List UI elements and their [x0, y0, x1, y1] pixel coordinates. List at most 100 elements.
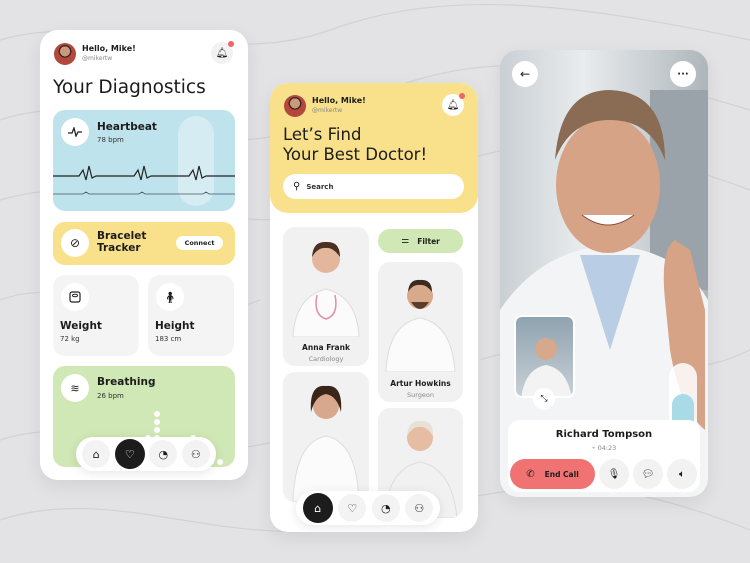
breathing-label: Breathing — [97, 376, 156, 388]
search-input[interactable]: ⚲ Search — [283, 174, 464, 199]
back-button[interactable]: ← — [512, 61, 538, 87]
breathing-dot — [154, 411, 160, 417]
greeting: Hello, Mike! — [82, 44, 136, 53]
page-title: Your Diagnostics — [53, 77, 206, 98]
user-icon: ⚇ — [190, 447, 201, 461]
bracelet-icon: ⊘ — [61, 229, 89, 257]
self-view-pip[interactable] — [514, 315, 575, 398]
pulse-icon — [61, 118, 89, 146]
doctor-specialty: Cardiology — [308, 355, 344, 363]
doctor-name: Anna Frank — [302, 343, 350, 352]
call-panel: Richard Tompson • 04:23 ✆ End Call 🎙︎ 💬︎… — [508, 420, 700, 492]
chat-icon: 💬︎ — [641, 468, 655, 480]
heartbeat-slider[interactable] — [178, 116, 214, 206]
title-line2: Your Best Doctor! — [283, 145, 428, 164]
nav-stats[interactable]: ◔ — [371, 494, 400, 522]
mic-off-icon: 🎙︎ — [607, 468, 621, 480]
title-line1: Let’s Find — [283, 125, 362, 144]
diagnostics-screen: Hello, Mike! @mikertw 🔔︎ Your Diagnostic… — [40, 30, 248, 480]
breathing-dot — [154, 427, 160, 433]
height-icon: 🧍︎ — [156, 283, 184, 311]
bottom-nav: ⌂ ♡ ◔ ⚇ — [76, 437, 216, 471]
doctor-name: Artur Howkins — [390, 379, 451, 388]
notifications-button[interactable]: 🔔︎ — [211, 41, 234, 64]
height-card[interactable]: 🧍︎ Height 183 cm — [148, 275, 234, 356]
chat-button[interactable]: 💬︎ — [633, 459, 663, 489]
doctor-photo — [292, 241, 360, 337]
heart-icon: ♡ — [347, 501, 358, 515]
height-value: 183 cm — [155, 335, 182, 343]
filter-icon: ⚌ — [401, 236, 410, 246]
bracelet-line2: Tracker — [97, 242, 141, 254]
filter-label: Filter — [417, 236, 440, 246]
username: @mikertw — [312, 107, 343, 114]
nav-heart[interactable]: ♡ — [338, 494, 367, 522]
home-icon: ⌂ — [92, 447, 100, 461]
filter-button[interactable]: ⚌ Filter — [378, 229, 463, 253]
end-call-label: End Call — [544, 469, 579, 479]
call-duration: • 04:23 — [591, 444, 617, 452]
doctor-card[interactable]: Anna Frank Cardiology — [283, 227, 369, 366]
mute-button[interactable]: 🎙︎ — [599, 459, 629, 489]
weight-label: Weight — [60, 320, 102, 332]
self-view-photo — [521, 338, 572, 396]
doctor-specialty: Surgeon — [406, 391, 435, 399]
bracelet-card[interactable]: ⊘ Bracelet Tracker Connect — [53, 222, 235, 265]
connect-button[interactable]: Connect — [176, 236, 223, 250]
duration-text: 04:23 — [597, 444, 617, 452]
nav-profile[interactable]: ⚇ — [181, 440, 210, 468]
notification-dot — [228, 41, 234, 47]
weight-value: 72 kg — [60, 335, 80, 343]
nav-heart[interactable]: ♡ — [114, 439, 145, 469]
breathing-dot — [154, 419, 160, 425]
search-placeholder: Search — [306, 182, 334, 191]
phone-icon: ✆ — [526, 468, 535, 480]
expand-icon: ⤡ — [540, 394, 548, 404]
pie-chart-icon: ◔ — [380, 501, 391, 515]
nav-profile[interactable]: ⚇ — [405, 494, 434, 522]
find-doctor-screen: Hello, Mike! @mikertw 🔔︎ Let’s Find Your… — [270, 83, 478, 532]
page-title: Let’s Find Your Best Doctor! — [283, 125, 427, 165]
bracelet-label: Bracelet Tracker — [97, 230, 146, 254]
scale-icon — [61, 283, 89, 311]
user-icon: ⚇ — [414, 501, 425, 515]
doctor-card[interactable]: Artur Howkins Surgeon — [378, 262, 463, 402]
ecg-graph — [53, 165, 235, 195]
weight-card[interactable]: Weight 72 kg — [53, 275, 139, 356]
avatar[interactable] — [284, 95, 306, 117]
heartbeat-value: 78 bpm — [97, 136, 124, 144]
heartbeat-card[interactable]: Heartbeat 78 bpm — [53, 110, 235, 211]
nav-stats[interactable]: ◔ — [149, 440, 178, 468]
notification-dot — [459, 93, 465, 99]
video-call-screen: ← ··· ⤡ Richard Tompson • 04:23 ✆ End Ca… — [500, 50, 708, 497]
search-icon: ⚲ — [293, 181, 301, 192]
breathing-value: 26 bpm — [97, 392, 124, 400]
home-icon: ⌂ — [314, 501, 322, 515]
bottom-nav: ⌂ ♡ ◔ ⚇ — [296, 491, 440, 525]
bell-icon: 🔔︎ — [446, 99, 460, 111]
more-icon: ··· — [677, 68, 689, 80]
wind-icon: ≋ — [61, 374, 89, 402]
pie-chart-icon: ◔ — [158, 447, 169, 461]
speaker-icon: 🔈︎ — [679, 468, 685, 480]
nav-home[interactable]: ⌂ — [82, 440, 111, 468]
avatar[interactable] — [54, 43, 76, 65]
breathing-dot — [217, 459, 223, 465]
notifications-button[interactable]: 🔔︎ — [442, 93, 465, 116]
doctor-photo — [292, 385, 360, 502]
nav-home[interactable]: ⌂ — [302, 493, 333, 523]
heart-icon: ♡ — [124, 447, 135, 461]
end-call-button[interactable]: ✆ End Call — [510, 459, 595, 489]
more-options-button[interactable]: ··· — [670, 61, 696, 87]
greeting: Hello, Mike! — [312, 96, 366, 105]
doctor-card[interactable] — [283, 372, 369, 502]
bracelet-line1: Bracelet — [97, 230, 147, 242]
speaker-button[interactable]: 🔈︎ — [667, 459, 697, 489]
arrow-left-icon: ← — [519, 67, 531, 81]
expand-button[interactable]: ⤡ — [533, 388, 555, 410]
heartbeat-label: Heartbeat — [97, 121, 157, 133]
caller-name: Richard Tompson — [555, 429, 653, 440]
height-label: Height — [155, 320, 195, 332]
doctor-photo — [385, 279, 456, 372]
bell-icon: 🔔︎ — [215, 47, 229, 59]
